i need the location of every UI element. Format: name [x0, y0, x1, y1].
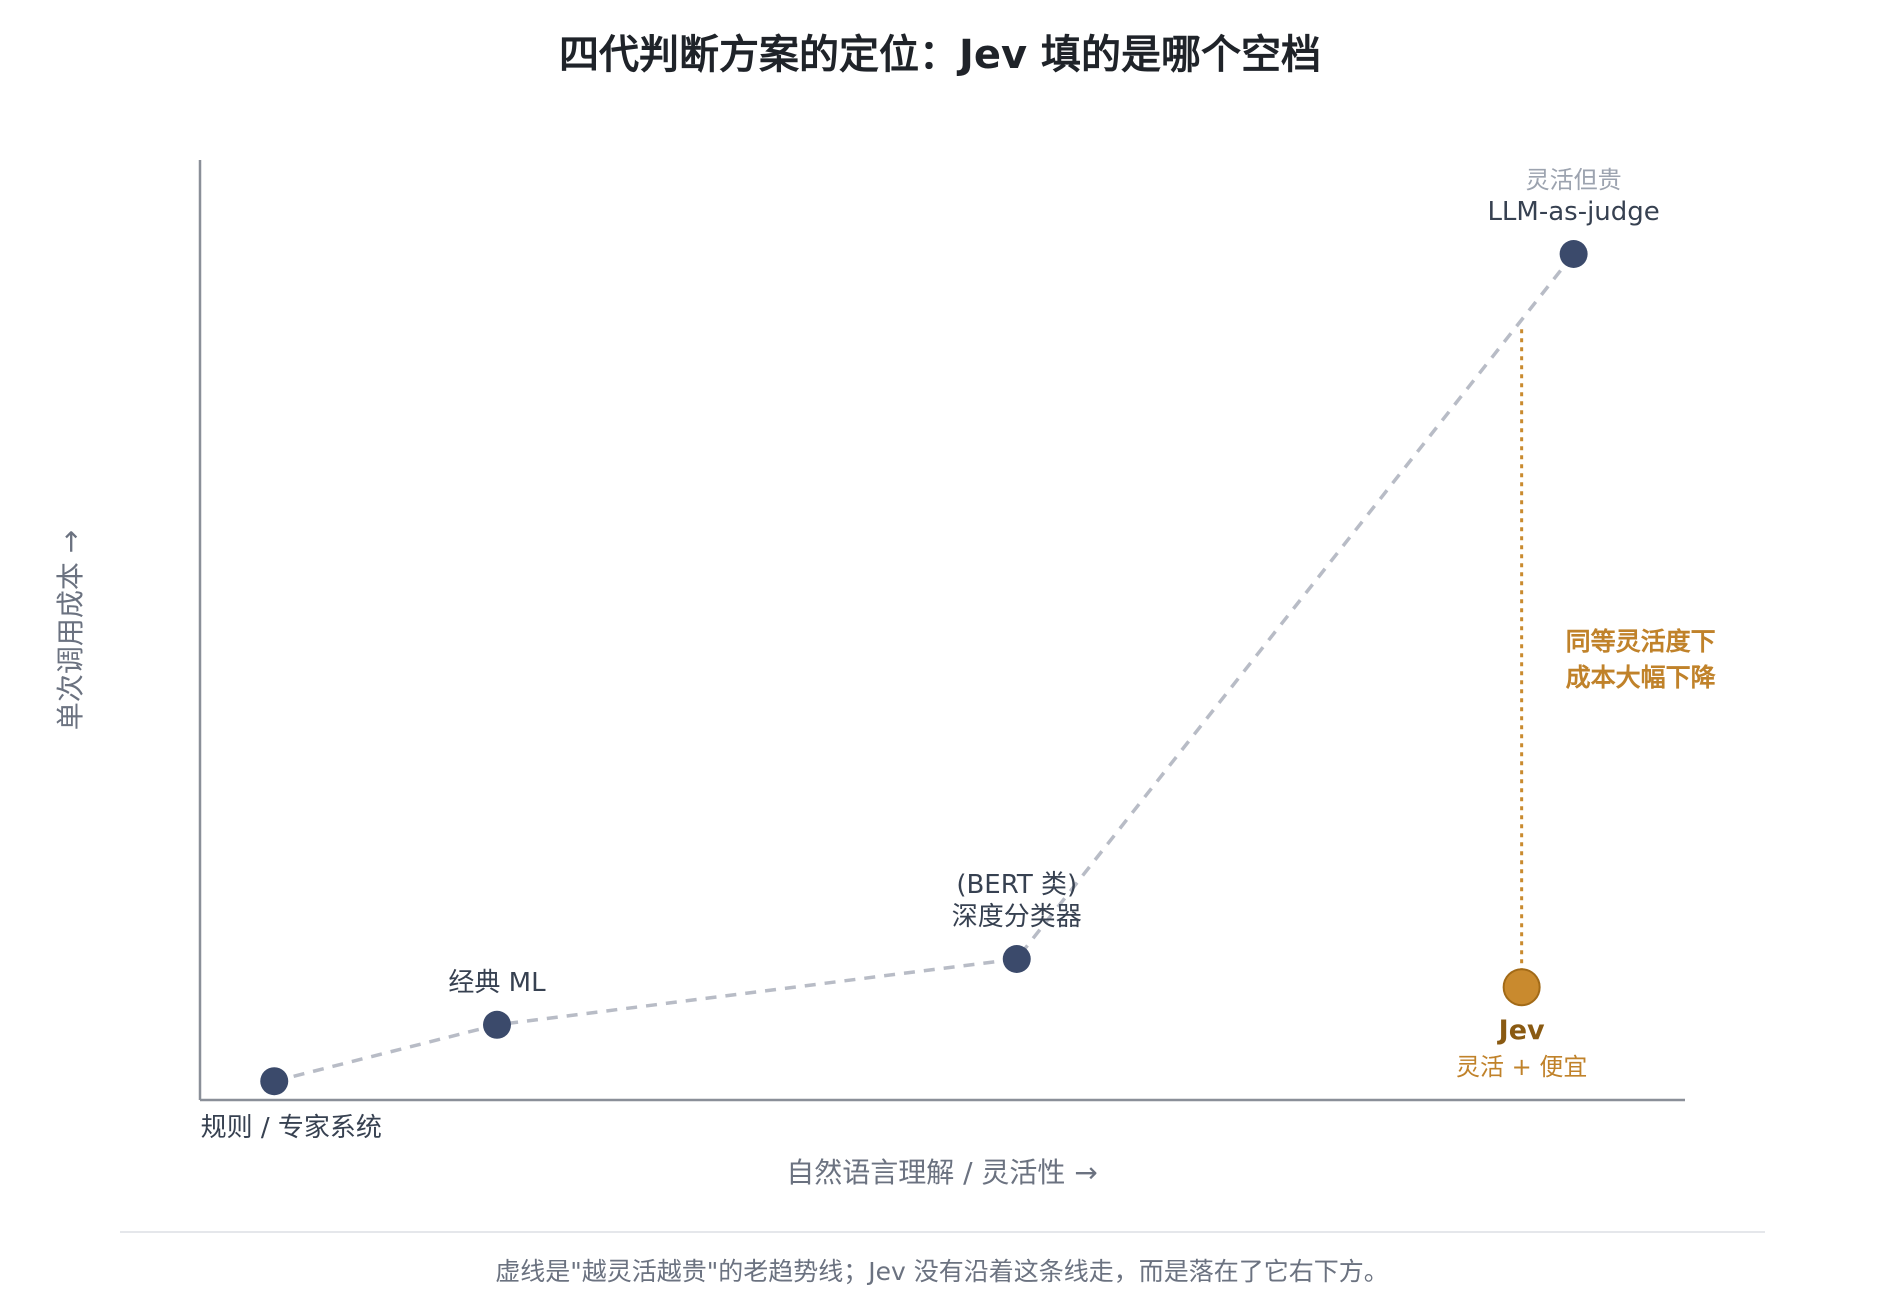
data-point-sublabel: (BERT 类)	[956, 870, 1077, 900]
data-point-sublabel: 灵活但贵	[1526, 166, 1622, 194]
trend-line	[273, 252, 1575, 1083]
data-point-label: 深度分类器	[952, 902, 1082, 932]
jev-point	[1502, 968, 1541, 1007]
gap-annotation-line: 同等灵活度下	[1566, 627, 1716, 656]
data-point-label: 经典 ML	[448, 968, 546, 998]
data-point	[1559, 240, 1588, 268]
gap-annotation-line: 成本大幅下降	[1566, 663, 1717, 692]
jev-label: Jev	[1497, 1015, 1545, 1046]
y-axis-label: 单次调用成本 →	[54, 530, 87, 730]
trend-line-layer	[273, 252, 1575, 1083]
data-point	[483, 1010, 511, 1039]
chart-title: 四代判断方案的定位：Jev 填的是哪个空档	[559, 32, 1321, 78]
caption-text: 虚线是"越灵活越贵"的老趋势线；Jev 没有沿着这条线走，而是落在了它右下方。	[495, 1257, 1389, 1286]
data-point-label: 规则 / 专家系统	[201, 1113, 382, 1143]
x-axis-label: 自然语言理解 / 灵活性 →	[786, 1156, 1098, 1189]
data-point	[1002, 945, 1031, 973]
data-point	[260, 1067, 289, 1096]
points-layer: 规则 / 专家系统 经典 ML 深度分类器(BERT 类) LLM-as-judge 灵…	[201, 166, 1660, 1143]
jev-sublabel: 灵活 + 便宜	[1456, 1053, 1587, 1081]
data-point-label: LLM-as-judge	[1487, 197, 1659, 227]
